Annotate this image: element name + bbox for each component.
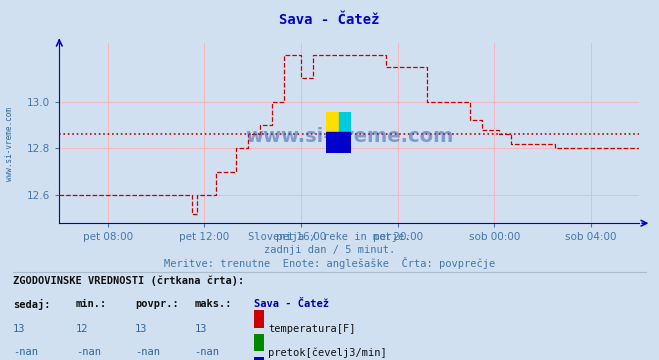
Text: www.si-vreme.com: www.si-vreme.com (245, 127, 453, 146)
Text: ZGODOVINSKE VREDNOSTI (črtkana črta):: ZGODOVINSKE VREDNOSTI (črtkana črta): (13, 275, 244, 286)
Text: povpr.:: povpr.: (135, 299, 179, 309)
Text: sedaj:: sedaj: (13, 299, 51, 310)
Text: Sava - Čatež: Sava - Čatež (254, 299, 329, 309)
Text: min.:: min.: (76, 299, 107, 309)
Text: pretok[čevelj3/min]: pretok[čevelj3/min] (268, 347, 387, 358)
Text: 13: 13 (135, 324, 148, 334)
Text: maks.:: maks.: (194, 299, 232, 309)
Text: zadnji dan / 5 minut.: zadnji dan / 5 minut. (264, 245, 395, 255)
Text: -nan: -nan (13, 347, 38, 357)
Text: -nan: -nan (194, 347, 219, 357)
Text: 13: 13 (13, 324, 26, 334)
Text: Meritve: trenutne  Enote: anglešaške  Črta: povprečje: Meritve: trenutne Enote: anglešaške Črta… (164, 257, 495, 269)
Text: temperatura[F]: temperatura[F] (268, 324, 356, 334)
Text: -nan: -nan (135, 347, 160, 357)
Bar (326, 132, 351, 153)
Text: Slovenija / reke in morje.: Slovenija / reke in morje. (248, 232, 411, 242)
Text: -nan: -nan (76, 347, 101, 357)
Text: Sava - Čatež: Sava - Čatež (279, 13, 380, 27)
Bar (326, 112, 339, 132)
Text: 13: 13 (194, 324, 207, 334)
Text: 12: 12 (76, 324, 88, 334)
Text: www.si-vreme.com: www.si-vreme.com (5, 107, 14, 181)
Bar (339, 112, 351, 132)
